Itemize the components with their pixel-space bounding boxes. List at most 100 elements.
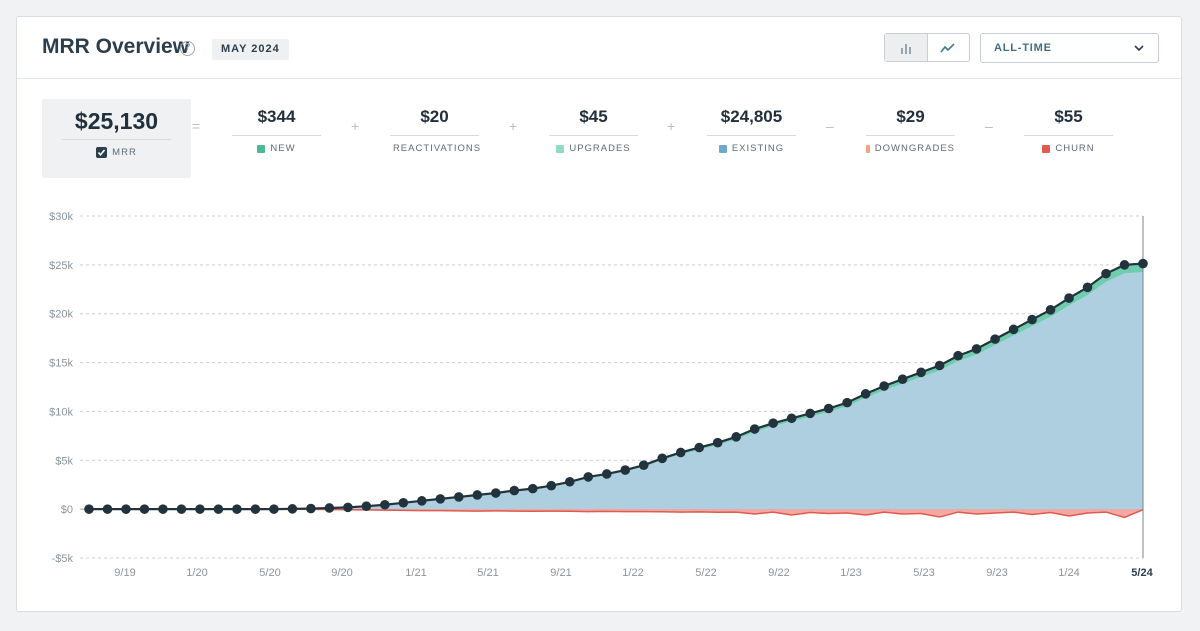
time-range-dropdown[interactable]: ALL-TIME [980, 33, 1159, 63]
mrr-value: $25,130 [74, 108, 159, 134]
y-tick-label: $15k [49, 358, 73, 370]
operator-symbol: – [826, 118, 834, 134]
metric-label: DOWNGRADES [874, 143, 955, 154]
mrr-point [176, 504, 187, 514]
mrr-total: $25,130 MRR [42, 99, 191, 178]
page-title: MRR Overview [42, 35, 190, 58]
existing-area [89, 272, 1143, 510]
x-tick-label: 1/21 [405, 567, 426, 579]
divider [549, 135, 638, 136]
mrr-point [564, 476, 575, 487]
mrr-point [842, 397, 852, 408]
mrr-point [380, 499, 390, 510]
legend-swatch [257, 144, 266, 153]
legend-swatch [718, 144, 727, 153]
mrr-point [306, 503, 316, 514]
period-badge: MAY 2024 [212, 39, 289, 60]
x-tick-label: 5/22 [695, 567, 716, 579]
mrr-point [398, 497, 409, 508]
mrr-point [361, 501, 372, 512]
metric-label: NEW [270, 143, 296, 154]
x-tick-label: 1/22 [622, 567, 643, 579]
mrr-point [1027, 314, 1037, 325]
mrr-point [786, 413, 797, 424]
mrr-point [84, 504, 94, 514]
metric-value: $29 [896, 107, 925, 126]
mrr-point [213, 504, 224, 514]
legend-swatch [556, 144, 565, 153]
metric-5: $55 CHURN [1024, 99, 1113, 154]
x-tick-label: 1/23 [840, 567, 861, 579]
bar-chart-toggle-button[interactable] [885, 34, 928, 61]
legend-swatch [866, 144, 870, 153]
mrr-point [472, 490, 483, 500]
bar-chart-icon [900, 43, 911, 54]
x-tick-label: 9/22 [768, 567, 789, 579]
divider [62, 139, 171, 140]
mrr-line [89, 262, 1144, 511]
x-tick-label: 5/23 [913, 567, 934, 579]
divider [390, 135, 479, 136]
mrr-point [1008, 324, 1019, 335]
chart-type-toggle [884, 33, 970, 62]
x-tick-label: 1/24 [1058, 567, 1079, 579]
card-header: MRR Overview ? MAY 2024 ALL-TIME [17, 17, 1181, 79]
metric-value: $55 [1054, 107, 1083, 126]
mrr-point [139, 504, 150, 514]
divider [1024, 135, 1113, 136]
mrr-label: MRR [112, 147, 137, 158]
mrr-point [990, 334, 1000, 344]
metric-0: $344 NEW [232, 99, 321, 154]
mrr-point [749, 424, 760, 434]
mrr-point [1064, 293, 1074, 303]
divider [866, 135, 955, 136]
y-tick-label: -$5k [52, 553, 74, 565]
metric-value: $45 [579, 107, 608, 126]
help-icon[interactable]: ? [180, 41, 195, 56]
y-tick-label: $25k [49, 260, 73, 272]
legend-swatch [1042, 144, 1051, 153]
y-tick-label: $0 [61, 504, 73, 516]
operator-symbol: + [351, 118, 360, 134]
checkbox-icon[interactable] [96, 147, 108, 158]
mrr-point [417, 496, 427, 506]
mrr-point [1138, 258, 1148, 269]
mrr-point [509, 485, 520, 496]
metric-label: REACTIVATIONS [392, 143, 482, 154]
mrr-metric: $25,130 MRR [62, 99, 171, 158]
mrr-point [1082, 282, 1093, 293]
y-tick-label: $5k [55, 455, 73, 467]
chevron-down-icon [1134, 45, 1144, 52]
mrr-point [527, 483, 538, 494]
metric-label: EXISTING [731, 143, 785, 154]
x-tick-label: 9/20 [331, 567, 352, 579]
metric-1: $20 REACTIVATIONS [390, 99, 482, 154]
metric-3: $24,805 EXISTING [707, 99, 796, 154]
mrr-point [102, 504, 113, 514]
metric-label: UPGRADES [569, 143, 631, 154]
mrr-point [269, 504, 279, 514]
mrr-point [583, 472, 594, 482]
x-tick-label: 5/20 [259, 567, 280, 579]
operator-symbol: + [509, 118, 518, 134]
mrr-point [897, 374, 908, 384]
mrr-point [620, 465, 631, 475]
operator-symbol: – [985, 118, 993, 134]
x-tick-label: 5/21 [477, 567, 498, 579]
metric-4: $29 DOWNGRADES [866, 99, 955, 154]
mrr-point [1101, 268, 1111, 279]
time-range-label: ALL-TIME [994, 42, 1052, 54]
mrr-point [232, 504, 242, 514]
metric-2: $45 UPGRADES [549, 99, 638, 154]
mrr-point [971, 344, 982, 354]
mrr-point [860, 389, 871, 399]
mrr-point [121, 504, 131, 514]
mrr-point [1119, 260, 1130, 270]
mrr-point [158, 504, 168, 514]
mrr-point [823, 403, 834, 414]
line-chart-toggle-button[interactable] [928, 34, 970, 61]
line-chart-icon [940, 42, 955, 52]
mrr-point [675, 447, 686, 458]
mrr-point [934, 360, 945, 371]
